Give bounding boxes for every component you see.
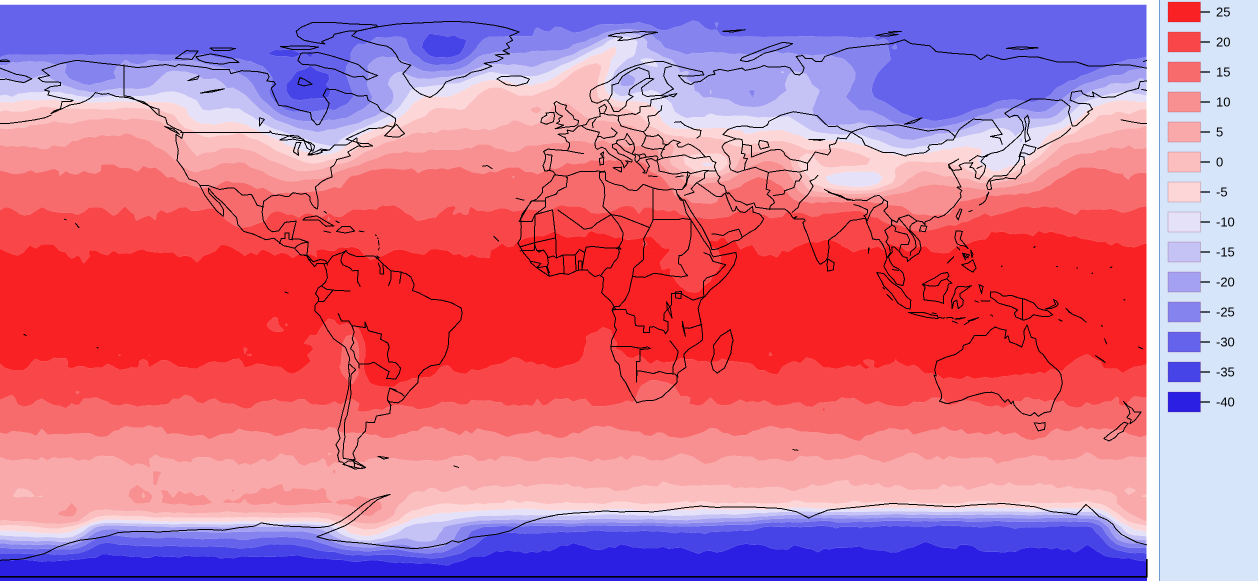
svg-text:0: 0 — [1216, 155, 1223, 170]
svg-text:-35: -35 — [1216, 365, 1235, 380]
svg-text:-15: -15 — [1216, 245, 1235, 260]
svg-text:-5: -5 — [1216, 185, 1228, 200]
svg-text:-10: -10 — [1216, 215, 1235, 230]
svg-text:20: 20 — [1216, 35, 1230, 50]
svg-text:10: 10 — [1216, 95, 1230, 110]
svg-text:-20: -20 — [1216, 275, 1235, 290]
svg-text:-30: -30 — [1216, 335, 1235, 350]
svg-text:15: 15 — [1216, 65, 1230, 80]
svg-text:5: 5 — [1216, 125, 1223, 140]
svg-text:25: 25 — [1216, 5, 1230, 20]
svg-text:-40: -40 — [1216, 395, 1235, 410]
svg-text:-25: -25 — [1216, 305, 1235, 320]
